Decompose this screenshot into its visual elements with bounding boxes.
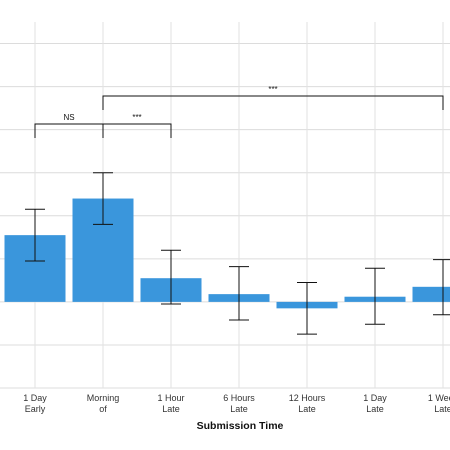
significance-bracket: *** <box>102 113 172 138</box>
significance-label: *** <box>268 85 277 94</box>
x-tick-label: 1 WeekLate <box>428 393 450 414</box>
bar <box>412 286 450 302</box>
bracket-line <box>102 95 444 110</box>
error-bar <box>229 266 249 321</box>
error-bar <box>297 282 317 335</box>
x-tick-label: 1 Day Early <box>23 393 47 414</box>
error-bar <box>93 172 113 225</box>
x-tick-label: 12 Hours Late <box>289 393 326 414</box>
x-tick-label: Morning of <box>87 393 120 414</box>
x-axis-label: Submission Time <box>197 420 284 432</box>
error-bars <box>25 172 450 335</box>
bars <box>4 198 450 309</box>
x-tick-label: 6 Hours Late <box>223 393 255 414</box>
error-bar <box>365 267 385 325</box>
bracket-line <box>102 123 172 138</box>
significance-label: *** <box>132 113 141 122</box>
error-bar <box>161 249 181 305</box>
grid <box>0 22 450 389</box>
x-tick-label: 1 Hour Late <box>157 393 184 414</box>
x-tick-label: 1 Day Late <box>363 393 387 414</box>
significance-bracket: *** <box>102 85 444 110</box>
bracket-line <box>34 123 104 138</box>
significance-label: NS <box>63 113 74 122</box>
significance-bracket: NS <box>34 113 104 138</box>
x-tick-labels: 1 Day Early Morning of 1 Hour Late 6 Hours Late… <box>23 393 450 414</box>
significance-brackets: NS *** *** <box>34 85 444 138</box>
error-bar <box>25 208 45 262</box>
